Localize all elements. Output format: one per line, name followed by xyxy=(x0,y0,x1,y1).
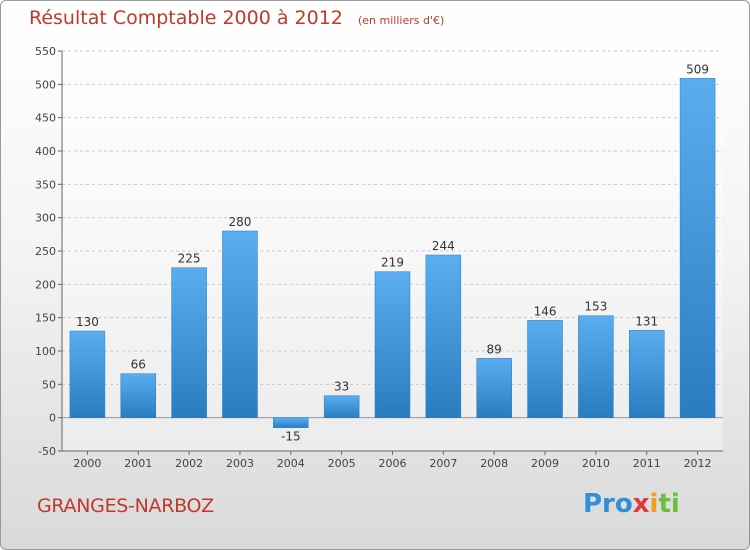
x-tick-label-2007: 2007 xyxy=(429,457,457,470)
y-tick-label: 300 xyxy=(35,212,56,225)
bar-2008 xyxy=(476,358,512,418)
data-label-2009: 146 xyxy=(534,304,557,318)
brand-part-3: i xyxy=(649,489,659,519)
bar-2003 xyxy=(222,230,258,418)
y-tick-label: 150 xyxy=(35,312,56,325)
bar-2004 xyxy=(273,417,309,428)
y-tick-label: -50 xyxy=(38,445,56,458)
y-tick-label: 350 xyxy=(35,178,56,191)
data-label-2005: 33 xyxy=(334,380,349,394)
bar-2006 xyxy=(374,271,411,418)
x-tick-label-2006: 2006 xyxy=(379,457,407,470)
y-tick-label: 250 xyxy=(35,245,56,258)
bar-2011 xyxy=(628,330,665,418)
x-tick-label-2003: 2003 xyxy=(226,457,254,470)
data-label-2001: 66 xyxy=(131,358,146,372)
y-tick-label: 450 xyxy=(35,112,56,125)
chart-title: Résultat Comptable 2000 à 2012 xyxy=(29,7,343,29)
x-tick-label-2001: 2001 xyxy=(124,457,152,470)
brand-part-1: Pro xyxy=(583,489,633,519)
data-label-2000: 130 xyxy=(76,315,99,329)
brand-part-4: ti xyxy=(658,489,680,519)
brand-logo: Proxiti xyxy=(583,489,680,519)
y-tick-label: 400 xyxy=(35,145,56,158)
y-tick-label: 200 xyxy=(35,278,56,291)
x-tick-label-2005: 2005 xyxy=(328,457,356,470)
data-label-2008: 89 xyxy=(487,342,502,356)
data-label-2002: 225 xyxy=(178,252,201,266)
data-label-2004: -15 xyxy=(281,430,301,444)
bar-2010 xyxy=(578,315,614,418)
y-tick-label: 50 xyxy=(42,378,56,391)
data-label-2006: 219 xyxy=(381,256,404,270)
chart-subtitle: (en milliers d'€) xyxy=(357,14,445,27)
y-tick-label: 500 xyxy=(35,78,56,91)
bar-2002 xyxy=(171,267,207,418)
data-label-2003: 280 xyxy=(229,215,252,229)
x-tick-label-2004: 2004 xyxy=(277,457,305,470)
data-label-2010: 153 xyxy=(584,300,607,314)
y-tick-label: 100 xyxy=(35,345,56,358)
data-label-2011: 131 xyxy=(635,314,658,328)
commune-name: GRANGES-NARBOZ xyxy=(37,495,214,517)
x-tick-label-2008: 2008 xyxy=(480,457,508,470)
brand-part-2: x xyxy=(632,489,650,519)
x-tick-label-2009: 2009 xyxy=(531,457,559,470)
x-tick-label-2012: 2012 xyxy=(684,457,712,470)
x-tick-label-2010: 2010 xyxy=(582,457,610,470)
x-tick-label-2002: 2002 xyxy=(175,457,203,470)
data-label-2012: 509 xyxy=(686,62,709,76)
bar-2001 xyxy=(120,373,157,418)
x-tick-label-2011: 2011 xyxy=(633,457,661,470)
y-tick-label: 0 xyxy=(49,412,56,425)
x-tick-label-2000: 2000 xyxy=(73,457,101,470)
data-label-2007: 244 xyxy=(432,239,455,253)
bar-2007 xyxy=(425,254,462,418)
title-row: Résultat Comptable 2000 à 2012 (en milli… xyxy=(29,7,444,29)
y-tick-label: 550 xyxy=(35,45,56,58)
bar-2000 xyxy=(69,330,106,418)
bar-2005 xyxy=(323,395,360,418)
bar-2012 xyxy=(679,78,716,418)
bar-2009 xyxy=(527,320,563,418)
